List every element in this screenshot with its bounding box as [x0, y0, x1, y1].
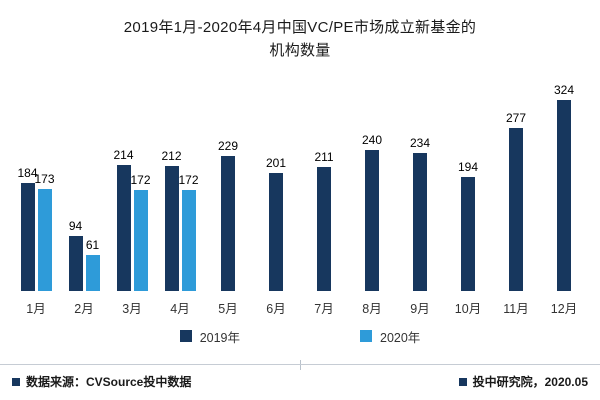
source-bullet-icon — [12, 377, 20, 386]
legend-swatch-2019 — [179, 330, 192, 342]
bar-column: 172 — [178, 173, 199, 291]
bar-column: 94 — [68, 218, 83, 291]
month-group: 229 5月 — [204, 139, 252, 317]
bar-2019年 — [116, 164, 131, 291]
x-axis-label: 9月 — [410, 301, 430, 316]
x-axis-label: 6月 — [266, 301, 286, 316]
bar-column: 61 — [85, 237, 100, 291]
data-source-label: 数据来源：CVSource投中数据 — [26, 375, 192, 389]
bar-column: 173 — [34, 172, 55, 291]
bar-column: 240 — [361, 132, 383, 291]
bar-value-label: 184 — [17, 165, 38, 180]
bar-value-label: 94 — [68, 218, 83, 233]
bar-value-label: 211 — [314, 149, 334, 164]
legend-swatch-2020 — [360, 330, 372, 342]
bar-2020年 — [85, 254, 100, 291]
bar-column: 201 — [265, 155, 287, 291]
bar-value-label: 240 — [361, 132, 383, 147]
x-axis-label: 11月 — [503, 301, 529, 316]
bar-value-label: 172 — [178, 172, 199, 187]
month-group: 240 8月 — [348, 133, 396, 317]
bar-column: 194 — [457, 159, 479, 291]
x-axis-label: 1月 — [26, 301, 46, 316]
bar-2019年 — [164, 165, 179, 291]
bar-2020年 — [133, 189, 148, 291]
bar-value-label: 234 — [409, 135, 431, 150]
month-group: 94 61 2月 — [60, 219, 108, 317]
bar-value-label: 214 — [113, 147, 134, 162]
bar-2019年 — [68, 235, 83, 291]
axis-tick — [300, 360, 301, 370]
bar-2019年 — [461, 176, 475, 291]
bar-value-label: 173 — [34, 171, 55, 186]
month-group: 324 12月 — [540, 83, 588, 317]
month-group: 211 7月 — [300, 150, 348, 317]
publisher-bullet-icon — [458, 377, 467, 386]
bar-chart-plot-area: 184 173 1月 94 61 2月 214 172 3月 212 172 4月 229 5月 201 6月… — [0, 69, 600, 317]
legend-item-2020: 2020年 — [360, 327, 420, 346]
bar-column: 184 — [17, 166, 38, 291]
bar-2020年 — [37, 188, 52, 291]
month-group: 212 172 4月 — [156, 149, 204, 317]
legend-label-2020: 2020年 — [380, 330, 421, 345]
x-axis-label: 3月 — [122, 301, 142, 316]
month-group: 214 172 3月 — [108, 148, 156, 317]
bar-2019年 — [413, 152, 427, 291]
month-group: 194 10月 — [444, 160, 492, 317]
month-group: 234 9月 — [396, 136, 444, 317]
bar-value-label: 324 — [553, 82, 575, 97]
x-axis-label: 2月 — [74, 301, 94, 316]
chart-footer: 数据来源：CVSource投中数据 投中研究院，2020.05 — [0, 364, 600, 400]
chart-title: 2019年1月-2020年4月中国VC/PE市场成立新基金的 机构数量 — [0, 0, 600, 65]
bar-2019年 — [317, 166, 331, 291]
x-axis-label: 8月 — [362, 301, 382, 316]
bar-2019年 — [269, 172, 283, 291]
legend-label-2019: 2019年 — [199, 330, 240, 345]
publisher-label: 投中研究院，2020.05 — [472, 375, 588, 389]
bar-value-label: 201 — [265, 155, 287, 170]
month-group: 184 173 1月 — [12, 166, 60, 317]
bar-column: 229 — [217, 138, 239, 291]
bar-column: 214 — [113, 148, 134, 291]
bar-column: 212 — [161, 149, 182, 291]
bar-value-label: 212 — [161, 148, 182, 163]
legend-item-2019: 2019年 — [179, 327, 240, 346]
bar-column: 324 — [553, 82, 575, 291]
bar-2019年 — [20, 182, 35, 291]
bar-value-label: 277 — [505, 110, 527, 125]
bar-2019年 — [557, 99, 571, 291]
bar-value-label: 61 — [85, 237, 100, 252]
month-group: 277 11月 — [492, 111, 540, 317]
bar-value-label: 229 — [217, 138, 239, 153]
bar-value-label: 194 — [457, 159, 479, 174]
bar-2019年 — [509, 127, 523, 291]
month-group: 201 6月 — [252, 156, 300, 317]
data-source: 数据来源：CVSource投中数据 — [12, 373, 191, 390]
bar-column: 234 — [409, 135, 431, 291]
chart-title-line2: 机构数量 — [269, 42, 331, 60]
x-axis-label: 4月 — [170, 301, 190, 316]
publisher: 投中研究院，2020.05 — [458, 373, 588, 390]
bar-2019年 — [221, 155, 235, 291]
bar-column: 211 — [314, 149, 334, 291]
bar-2019年 — [365, 149, 379, 291]
bar-value-label: 172 — [130, 172, 151, 187]
bar-2020年 — [181, 189, 196, 291]
chart-legend: 2019年 2020年 — [0, 327, 600, 346]
chart-title-line1: 2019年1月-2020年4月中国VC/PE市场成立新基金的 — [123, 19, 477, 36]
bar-column: 277 — [505, 110, 527, 291]
bar-column: 172 — [130, 173, 151, 291]
x-axis-label: 5月 — [218, 301, 238, 316]
x-axis-label: 10月 — [454, 301, 482, 316]
x-axis-label: 7月 — [314, 301, 334, 316]
x-axis-label: 12月 — [550, 301, 578, 316]
